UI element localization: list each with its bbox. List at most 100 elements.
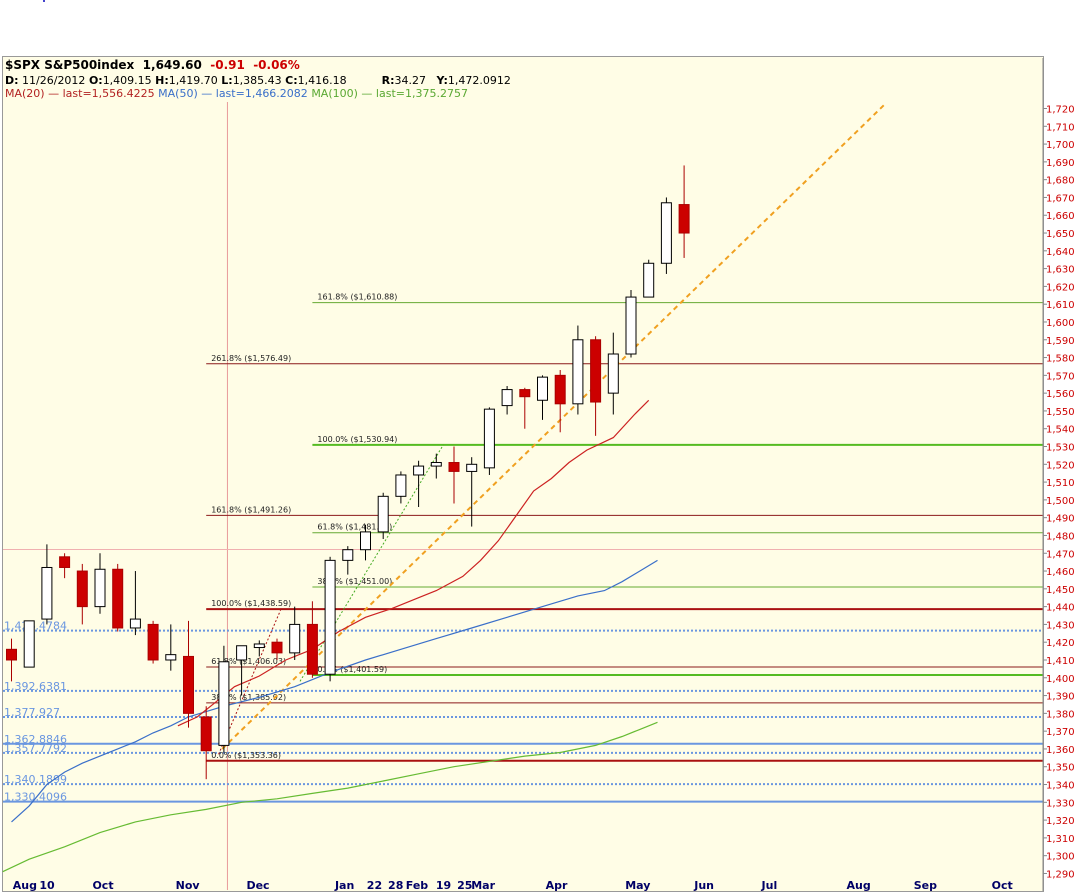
fib-line-label: 100.0% ($1,530.94) [317, 435, 397, 444]
x-tick-label: Sep [914, 879, 937, 892]
ma100-legend-label: MA(100) [311, 87, 358, 100]
fib-line-label: 38.2% ($1,451.00) [317, 577, 392, 586]
candle [147, 620, 159, 664]
y-tick-label: 1,700 [1046, 140, 1075, 151]
x-tick-label: Jun [693, 879, 714, 892]
candle-body [537, 376, 548, 401]
support-line-label: 1,362.8846 [4, 733, 67, 746]
candle-body [129, 618, 141, 629]
y-value: 1,472.0912 [447, 74, 511, 87]
y-tick-label: 1,710 [1046, 122, 1075, 133]
support-line-label: 1,392.6381 [4, 680, 67, 693]
x-tick-label: 28 [388, 879, 403, 892]
price-change: -0.91 [210, 58, 245, 72]
fib-line-label: 61.8% ($1,406.03) [211, 657, 286, 666]
candle [200, 706, 212, 780]
candle [23, 620, 35, 668]
marker-dot [43, 0, 45, 2]
candle-body [253, 643, 265, 649]
y-tick-label: 1,640 [1046, 247, 1075, 258]
candle-body [41, 566, 53, 620]
x-tick-label: Dec [246, 879, 269, 892]
y-tick-label: 1,350 [1046, 763, 1075, 774]
low-value: 1,385.43 [232, 74, 282, 87]
candle [253, 640, 265, 657]
x-tick-label: Aug [13, 879, 37, 892]
candle [41, 544, 53, 625]
ma100-legend-last: — last=1,375.2757 [361, 87, 468, 100]
candle-body [430, 462, 442, 467]
candle [271, 638, 283, 660]
x-tick-label: 25 [457, 879, 472, 892]
candle-body [147, 623, 159, 661]
open-label: O: [88, 74, 103, 87]
y-tick-label: 1,430 [1046, 620, 1075, 631]
ma50-legend-last: — last=1,466.2082 [201, 87, 308, 100]
candle [360, 524, 371, 561]
y-tick-label: 1,720 [1046, 105, 1075, 116]
candle [59, 553, 71, 579]
candle-body [590, 339, 602, 403]
high-value: 1,419.70 [168, 74, 218, 87]
y-tick-label: 1,670 [1046, 193, 1075, 204]
candle [537, 375, 548, 420]
y-tick-label: 1,500 [1046, 496, 1075, 507]
y-tick-label: 1,490 [1046, 514, 1075, 525]
candle [324, 556, 336, 682]
y-tick-label: 1,580 [1046, 354, 1075, 365]
y-tick-label: 1,390 [1046, 692, 1075, 703]
close-value: 1,416.18 [297, 74, 347, 87]
y-tick-label: 1,460 [1046, 567, 1075, 578]
y-tick-label: 1,450 [1046, 585, 1075, 596]
x-tick-label: Apr [546, 879, 568, 892]
y-tick-label: 1,400 [1046, 674, 1075, 685]
open-value: 1,409.15 [102, 74, 152, 87]
y-tick-label: 1,570 [1046, 371, 1075, 382]
candle-body [625, 296, 637, 355]
candle-body [360, 531, 371, 551]
range-value: 34.27 [394, 74, 426, 87]
y-tick-label: 1,480 [1046, 531, 1075, 542]
candle-body [183, 655, 194, 714]
y-tick-label: 1,510 [1046, 478, 1075, 489]
last-price: 1,649.60 [142, 58, 202, 72]
y-tick-label: 1,530 [1046, 443, 1075, 454]
y-tick-label: 1,630 [1046, 265, 1075, 276]
candle-body [59, 556, 71, 568]
x-tick-label: May [625, 879, 650, 892]
candle-body [306, 623, 318, 675]
chart-title-line: $SPX S&P500index 1,649.60 -0.91 -0.06% [5, 58, 300, 72]
date-value: 11/26/2012 [22, 74, 86, 87]
candle-body [218, 661, 230, 746]
y-tick-label: 1,300 [1046, 852, 1075, 863]
candle [183, 620, 194, 728]
candle [236, 645, 248, 696]
y-tick-label: 1,690 [1046, 158, 1075, 169]
ma50-line [11, 559, 658, 823]
candle [129, 571, 141, 636]
y-tick-label: 1,620 [1046, 282, 1075, 293]
candle [572, 325, 584, 415]
candle-body [678, 204, 690, 234]
candle [306, 601, 318, 678]
candle-body [395, 474, 407, 497]
fib-trendline [299, 444, 444, 682]
x-tick-label: Oct [992, 879, 1013, 892]
fib-line-label: 61.8% ($1,481.53) [317, 523, 392, 532]
y-tick-label: 1,590 [1046, 336, 1075, 347]
y-label: Y: [436, 74, 448, 87]
y-tick-label: 1,410 [1046, 656, 1075, 667]
candle [660, 197, 672, 274]
candle-body [519, 389, 531, 398]
fib-line-label: 161.8% ($1,491.26) [211, 505, 291, 514]
candle-body [483, 408, 495, 469]
y-tick-label: 1,540 [1046, 425, 1075, 436]
candle [76, 563, 88, 625]
low-label: L: [221, 74, 233, 87]
fib-line-label: 0.0% ($1,353.36) [211, 751, 281, 760]
y-tick-label: 1,550 [1046, 407, 1075, 418]
y-tick-label: 1,610 [1046, 300, 1075, 311]
x-tick-label: Jul [761, 879, 778, 892]
y-tick-label: 1,420 [1046, 638, 1075, 649]
